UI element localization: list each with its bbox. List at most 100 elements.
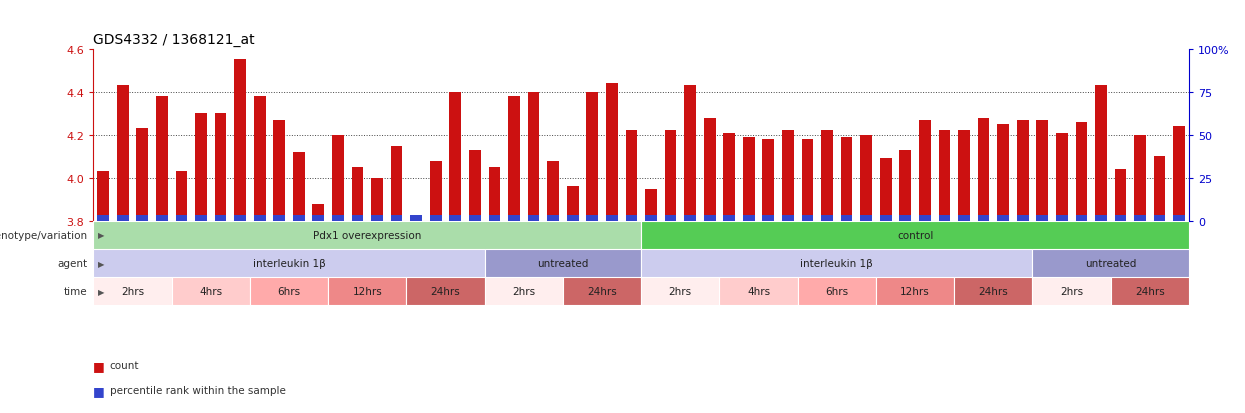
Bar	[528, 216, 539, 221]
Bar	[860, 216, 872, 221]
Bar	[566, 187, 579, 221]
Bar	[840, 216, 853, 221]
Bar	[469, 150, 481, 221]
Bar	[645, 216, 657, 221]
Text: 2hrs: 2hrs	[1059, 287, 1083, 297]
Bar	[566, 216, 579, 221]
Text: control: control	[896, 230, 934, 240]
Bar	[939, 216, 950, 221]
Bar	[254, 97, 265, 221]
Bar	[250, 278, 329, 306]
Bar	[548, 216, 559, 221]
Bar	[641, 249, 1032, 278]
Bar	[720, 278, 798, 306]
Bar	[1036, 121, 1048, 221]
Bar	[214, 114, 227, 221]
Bar	[959, 131, 970, 221]
Bar	[156, 216, 168, 221]
Bar	[93, 221, 641, 249]
Bar	[156, 97, 168, 221]
Text: percentile rank within the sample: percentile rank within the sample	[110, 385, 285, 395]
Bar	[1096, 216, 1107, 221]
Bar	[743, 138, 754, 221]
Bar	[919, 216, 931, 221]
Bar	[1134, 135, 1145, 221]
Text: 24hrs: 24hrs	[588, 287, 618, 297]
Bar	[214, 216, 227, 221]
Bar	[876, 278, 954, 306]
Text: 6hrs: 6hrs	[278, 287, 300, 297]
Bar	[176, 216, 187, 221]
Bar	[977, 118, 990, 221]
Bar	[351, 168, 364, 221]
Bar	[1173, 127, 1185, 221]
Text: time: time	[63, 287, 87, 297]
Bar	[762, 216, 774, 221]
Bar	[782, 216, 794, 221]
Text: 12hrs: 12hrs	[900, 287, 930, 297]
Text: 12hrs: 12hrs	[352, 287, 382, 297]
Bar	[293, 153, 305, 221]
Text: 4hrs: 4hrs	[199, 287, 223, 297]
Bar	[586, 216, 598, 221]
Bar	[351, 216, 364, 221]
Bar	[665, 216, 676, 221]
Bar	[1154, 157, 1165, 221]
Bar	[137, 129, 148, 221]
Bar	[1076, 216, 1087, 221]
Bar	[840, 138, 853, 221]
Text: 24hrs: 24hrs	[979, 287, 1008, 297]
Bar	[723, 216, 735, 221]
Bar	[93, 249, 484, 278]
Bar	[723, 133, 735, 221]
Bar	[685, 86, 696, 221]
Text: untreated: untreated	[538, 259, 589, 268]
Bar	[293, 216, 305, 221]
Bar	[254, 216, 265, 221]
Text: 2hrs: 2hrs	[669, 287, 692, 297]
Bar	[822, 131, 833, 221]
Text: genotype/variation: genotype/variation	[0, 230, 87, 240]
Bar	[822, 216, 833, 221]
Text: ▶: ▶	[98, 287, 105, 296]
Bar	[939, 131, 950, 221]
Bar	[430, 161, 442, 221]
Bar	[798, 278, 876, 306]
Bar	[1134, 216, 1145, 221]
Bar	[406, 278, 484, 306]
Bar	[411, 217, 422, 221]
Bar	[860, 135, 872, 221]
Bar	[685, 216, 696, 221]
Bar	[586, 93, 598, 221]
Bar	[1032, 278, 1111, 306]
Bar	[1114, 216, 1127, 221]
Text: 6hrs: 6hrs	[825, 287, 848, 297]
Bar	[899, 216, 911, 221]
Bar	[802, 140, 813, 221]
Bar	[782, 131, 794, 221]
Bar	[195, 216, 207, 221]
Bar	[469, 216, 481, 221]
Text: agent: agent	[57, 259, 87, 268]
Text: Pdx1 overexpression: Pdx1 overexpression	[312, 230, 422, 240]
Bar	[312, 204, 324, 221]
Bar	[274, 121, 285, 221]
Text: ▶: ▶	[98, 231, 105, 240]
Bar	[411, 216, 422, 221]
Bar	[548, 161, 559, 221]
Bar	[1173, 216, 1185, 221]
Bar	[234, 60, 247, 221]
Bar	[332, 135, 344, 221]
Bar	[488, 216, 500, 221]
Bar	[332, 216, 344, 221]
Bar	[606, 216, 618, 221]
Text: count: count	[110, 361, 139, 370]
Bar	[703, 216, 716, 221]
Bar	[117, 86, 128, 221]
Bar	[1096, 86, 1107, 221]
Bar	[484, 249, 641, 278]
Bar	[997, 125, 1008, 221]
Text: interleukin 1β: interleukin 1β	[253, 259, 325, 268]
Bar	[488, 168, 500, 221]
Bar	[137, 216, 148, 221]
